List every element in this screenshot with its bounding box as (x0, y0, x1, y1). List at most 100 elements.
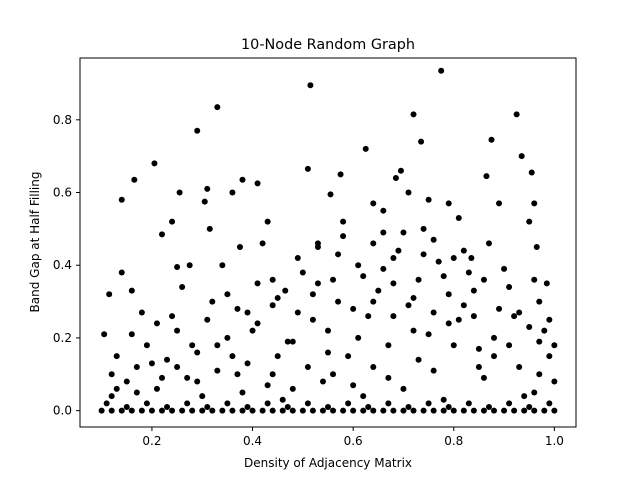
data-point (204, 404, 211, 411)
data-point (201, 198, 208, 205)
data-point (289, 385, 296, 392)
data-point (395, 247, 402, 254)
data-point (365, 313, 372, 320)
data-point (425, 400, 432, 407)
data-point (491, 407, 498, 414)
data-point (148, 360, 155, 367)
data-point (158, 407, 165, 414)
data-point (103, 400, 110, 407)
data-point (531, 276, 538, 283)
data-point (518, 153, 525, 160)
data-point (234, 371, 241, 378)
data-point (118, 269, 125, 276)
data-point (164, 356, 171, 363)
data-point (460, 407, 467, 414)
y-tick-label: 0.4 (53, 258, 72, 272)
data-point (335, 298, 342, 305)
data-point (118, 407, 125, 414)
data-point (541, 407, 548, 414)
data-point (410, 327, 417, 334)
data-point (340, 233, 347, 240)
data-point (304, 400, 311, 407)
data-point (204, 316, 211, 323)
y-tick-label: 0.8 (53, 113, 72, 127)
data-point (475, 364, 482, 371)
data-point (420, 225, 427, 232)
data-point (430, 367, 437, 374)
data-point (390, 280, 397, 287)
plot-frame (79, 57, 577, 428)
data-point (392, 174, 399, 181)
data-point (385, 374, 392, 381)
data-point (405, 189, 412, 196)
x-axis-label: Density of Adjacency Matrix (244, 456, 412, 470)
data-point (143, 400, 150, 407)
data-point (450, 342, 457, 349)
data-point (128, 331, 135, 338)
data-point (496, 200, 503, 207)
data-point (526, 404, 533, 411)
data-point (174, 327, 181, 334)
data-point (480, 407, 487, 414)
data-point (269, 302, 276, 309)
data-point (153, 385, 160, 392)
data-point (259, 240, 266, 247)
data-point (189, 407, 196, 414)
data-point (113, 385, 120, 392)
data-point (294, 254, 301, 261)
data-point (380, 229, 387, 236)
data-point (480, 374, 487, 381)
data-point (360, 407, 367, 414)
data-point (184, 400, 191, 407)
data-point (380, 265, 387, 272)
data-point (470, 407, 477, 414)
data-point (445, 404, 452, 411)
data-point (199, 407, 206, 414)
data-point (546, 316, 553, 323)
data-point (219, 262, 226, 269)
x-tick-label: 0.8 (444, 434, 463, 448)
data-point (491, 334, 498, 341)
data-point (325, 404, 331, 411)
data-point (186, 262, 193, 269)
data-point (355, 334, 362, 341)
data-point (239, 176, 246, 183)
data-point (284, 404, 291, 411)
data-point (314, 240, 321, 247)
data-point (521, 407, 528, 414)
data-point (325, 349, 331, 356)
data-point (445, 291, 452, 298)
data-point (289, 338, 296, 345)
data-point (108, 371, 115, 378)
data-point (345, 400, 352, 407)
data-point (158, 231, 165, 238)
data-point (400, 407, 407, 414)
data-point (445, 200, 452, 207)
data-point (340, 407, 347, 414)
data-point (405, 404, 412, 411)
data-point (254, 320, 261, 327)
data-point (435, 258, 442, 265)
data-point (176, 189, 183, 196)
data-point (445, 320, 452, 327)
data-point (269, 276, 276, 283)
data-point (546, 400, 553, 407)
data-point (289, 407, 296, 414)
data-point (440, 273, 447, 280)
data-point (485, 404, 492, 411)
data-point (425, 331, 432, 338)
data-point (327, 191, 334, 198)
data-point (269, 407, 276, 414)
data-point (390, 313, 397, 320)
data-point (337, 171, 344, 178)
data-point (269, 371, 276, 378)
data-point (282, 287, 289, 294)
data-point (533, 244, 540, 251)
data-point (390, 407, 397, 414)
data-point (294, 309, 301, 316)
data-point (133, 364, 140, 371)
data-point (284, 338, 291, 345)
data-point (543, 280, 550, 287)
data-point (264, 218, 271, 225)
